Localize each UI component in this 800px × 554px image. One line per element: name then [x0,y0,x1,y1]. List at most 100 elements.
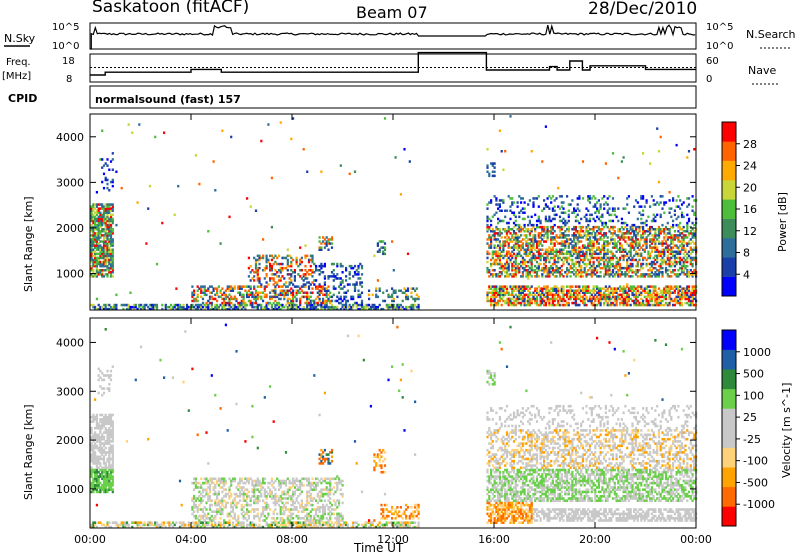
power-cell [624,248,627,251]
power-cell [210,297,213,301]
power-cell [532,234,535,237]
power-cell [323,305,326,309]
power-cell [615,297,618,301]
power-cell [551,262,554,266]
power-cell [502,199,505,202]
power-cell [590,293,593,297]
power-cell [532,246,535,249]
power-cell [521,285,524,288]
velocity-cell [127,525,130,529]
power-cell [518,295,521,299]
power-cell [518,244,521,247]
power-cell [677,195,680,198]
power-cell [511,289,514,292]
power-cell [309,301,312,305]
power-cell [94,260,97,264]
power-cell [277,301,281,305]
power-cell [306,303,309,307]
power-cell [90,256,93,260]
power-cell [535,275,539,278]
velocity-cell [90,457,93,461]
power-cell [544,248,547,251]
power-cell [649,303,652,307]
power-cell [307,285,311,288]
power-cell [664,297,668,301]
power-cell [535,225,539,229]
power-cell [645,299,648,303]
power-cell [336,299,339,303]
velocity-cell [101,422,104,426]
velocity-cell [102,459,106,463]
velocity-cell [106,479,109,483]
power-cell [292,271,295,274]
power-cell [281,285,284,288]
velocity-cell [109,435,113,439]
velocity-cell [108,451,111,454]
power-cell [106,250,109,253]
power-cell [486,242,489,245]
power-cell [592,236,595,239]
power-cell [587,291,590,294]
power-cell [97,303,100,307]
power-cell [90,238,93,241]
power-cell [512,285,516,288]
power-cell [532,291,535,294]
velocity-cell [136,523,139,527]
power-cell [260,283,263,286]
power-cell [154,305,157,309]
power-cell [505,240,509,243]
power-cell [235,307,238,311]
power-cell [101,213,104,217]
power-cell [94,203,97,206]
power-cell [656,291,659,294]
power-cell [594,299,597,303]
power-cell [689,238,692,241]
power-cell [689,295,692,299]
power-cell [682,225,685,229]
power-cell [491,256,494,260]
power-cell [95,256,98,260]
power-cell [668,301,671,305]
velocity-cell [95,481,98,485]
power-cell [290,137,293,141]
power-cell [640,262,643,266]
power-cell [619,236,622,239]
power-cell [210,295,213,299]
power-cell [360,264,364,268]
power-cell [592,273,595,276]
power-cell [94,262,97,266]
power-cell [516,289,519,292]
power-cell [562,225,565,229]
power-cell [634,238,638,241]
power-cell [574,299,577,303]
power-cell [537,248,540,251]
power-cell [657,295,661,299]
power-cell [94,258,97,262]
power-cell [543,262,546,266]
power-cell [659,303,662,307]
velocity-cell [106,429,109,432]
power-cell [102,217,106,221]
velocity-cell [104,431,107,434]
power-cell [518,225,521,229]
power-cell [106,246,109,249]
velocity-cell [90,431,93,434]
power-cell [375,287,378,290]
power-cell [691,232,694,235]
power-cell [341,281,344,284]
power-cell [675,252,678,256]
power-cell [634,271,638,274]
power-cell [504,150,507,153]
power-cell [486,291,489,294]
power-cell [274,285,277,288]
power-cell [516,266,519,270]
power-cell [553,287,556,290]
velocity-cell [136,525,139,529]
power-cell [345,269,348,272]
power-cell [254,291,258,294]
power-cell [412,287,415,290]
power-cell [587,195,590,198]
velocity-cell [168,525,171,529]
power-cell [262,254,265,258]
power-cell [267,303,270,307]
